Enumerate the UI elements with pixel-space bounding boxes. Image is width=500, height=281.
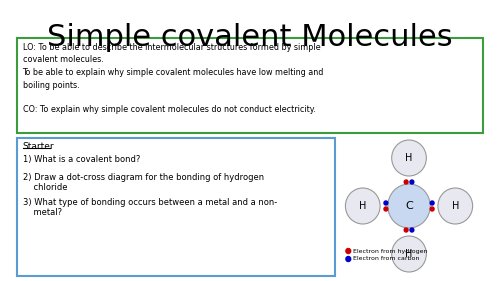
Text: H: H bbox=[359, 201, 366, 211]
Text: H: H bbox=[406, 249, 412, 259]
Text: Simple covalent Molecules: Simple covalent Molecules bbox=[47, 23, 453, 52]
Circle shape bbox=[410, 228, 414, 232]
Circle shape bbox=[384, 201, 388, 205]
Circle shape bbox=[410, 180, 414, 184]
Text: LO: To be able to describe the intermolecular structures formed by simple
covale: LO: To be able to describe the intermole… bbox=[22, 43, 324, 114]
Text: H: H bbox=[452, 201, 459, 211]
Text: 3) What type of bonding occurs between a metal and a non-
    metal?: 3) What type of bonding occurs between a… bbox=[22, 198, 277, 217]
Text: 1) What is a covalent bond?: 1) What is a covalent bond? bbox=[22, 155, 140, 164]
Text: H: H bbox=[406, 153, 412, 163]
Circle shape bbox=[384, 207, 388, 211]
Circle shape bbox=[438, 188, 472, 224]
Text: Electron from carbon: Electron from carbon bbox=[353, 257, 420, 262]
Text: Electron from hydrogen: Electron from hydrogen bbox=[353, 248, 428, 253]
Text: C: C bbox=[405, 201, 413, 211]
FancyBboxPatch shape bbox=[17, 38, 483, 133]
Circle shape bbox=[392, 140, 426, 176]
Circle shape bbox=[346, 248, 350, 253]
Text: Starter: Starter bbox=[22, 142, 54, 151]
Text: 2) Draw a dot-cross diagram for the bonding of hydrogen
    chloride: 2) Draw a dot-cross diagram for the bond… bbox=[22, 173, 264, 192]
Circle shape bbox=[404, 228, 408, 232]
Circle shape bbox=[430, 201, 434, 205]
Circle shape bbox=[430, 207, 434, 211]
Circle shape bbox=[346, 257, 350, 262]
Circle shape bbox=[346, 188, 380, 224]
Circle shape bbox=[392, 236, 426, 272]
Circle shape bbox=[404, 180, 408, 184]
FancyBboxPatch shape bbox=[17, 138, 335, 276]
Circle shape bbox=[388, 184, 430, 228]
